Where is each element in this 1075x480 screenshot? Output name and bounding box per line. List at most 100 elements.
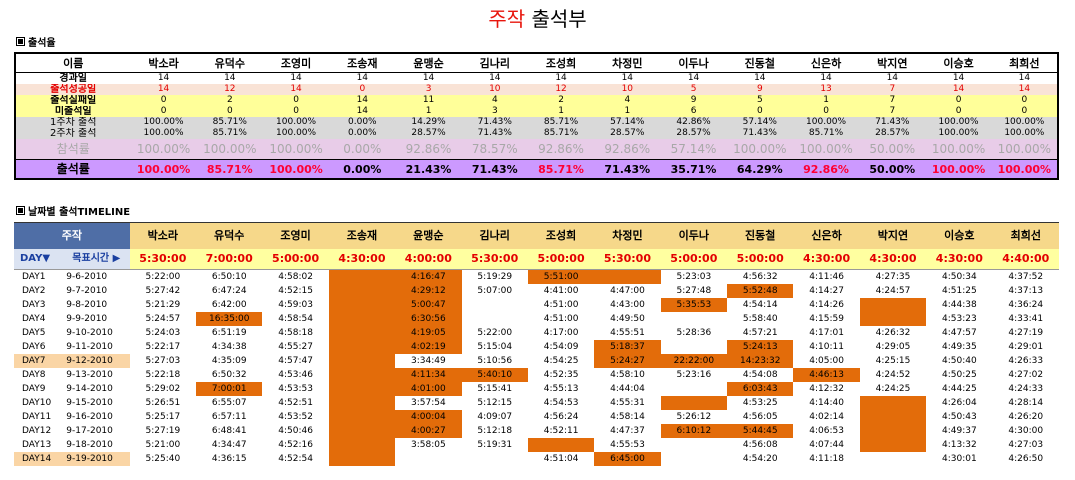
arrival-time (328, 340, 396, 354)
arrival-time (859, 312, 927, 326)
arrival-time (462, 298, 528, 312)
summary-value: 21.43% (395, 159, 462, 179)
goal-time: 4:30:00 (859, 249, 927, 270)
summary-value: 10 (461, 84, 528, 95)
arrival-time: 4:27:02 (1008, 370, 1044, 380)
timeline-row: DAY6 9-11-2010 5:22:17 4:34:38 4:55:27 4:02:1… (14, 340, 1059, 354)
timeline-row: DAY3 9-8-2010 5:21:29 6:42:00 4:59:03 5:00:47… (14, 298, 1059, 312)
member-name: 유덕수 (196, 222, 263, 249)
member-name: 이승호 (926, 222, 993, 249)
arrival-time: 5:28:36 (676, 328, 712, 338)
summary-value: 13 (792, 84, 860, 95)
arrival-time: 4:02:19 (395, 340, 462, 354)
day-label: DAY4 (22, 314, 46, 324)
arrival-time: 4:54:09 (543, 342, 579, 352)
arrival-time: 5:29:02 (145, 384, 181, 394)
arrival-time: 4:52:15 (278, 286, 313, 296)
arrival-time: 6:03:43 (727, 382, 794, 396)
day-dropdown[interactable]: DAY▼ (14, 249, 67, 270)
day-label: DAY5 (22, 328, 46, 338)
arrival-time: 4:29:05 (875, 342, 911, 352)
summary-value: 71.43% (859, 117, 926, 128)
arrival-time: 4:26:50 (1008, 454, 1044, 464)
arrival-time: 5:24:27 (594, 354, 661, 368)
summary-value: 0.00% (329, 139, 396, 160)
arrival-time: 5:21:00 (145, 440, 181, 450)
goal-time: 5:30:00 (594, 249, 661, 270)
arrival-time: 6:30:56 (395, 312, 462, 326)
arrival-time (661, 382, 727, 396)
date-label: 9-12-2010 (66, 354, 130, 368)
goal-time: 4:30:00 (328, 249, 396, 270)
arrival-time: 4:50:40 (941, 356, 977, 366)
arrival-time: 4:49:50 (610, 314, 645, 324)
member-name: 진동철 (727, 222, 794, 249)
member-name: 윤맹순 (395, 53, 462, 73)
arrival-time: 4:50:25 (941, 370, 977, 380)
arrival-time: 4:55:27 (278, 342, 313, 352)
summary-value: 14 (859, 72, 926, 84)
arrival-time: 4:26:33 (1008, 356, 1044, 366)
arrival-time: 4:17:00 (543, 328, 579, 338)
summary-value: 100.00% (130, 159, 197, 179)
summary-value: 14 (196, 72, 263, 84)
arrival-time: 4:14:27 (809, 286, 844, 296)
summary-value: 14 (594, 72, 661, 84)
arrival-time: 4:27:35 (875, 272, 911, 282)
arrival-time (660, 396, 728, 410)
arrival-time: 4:00:27 (395, 424, 462, 438)
summary-row-label: 2주차 출석 (15, 128, 131, 139)
summary-value: 100.00% (991, 128, 1058, 139)
arrival-time: 5:26:51 (145, 398, 181, 408)
day-label: DAY7 (14, 354, 67, 368)
day-label: DAY3 (22, 300, 46, 310)
arrival-time (328, 410, 396, 424)
page-title: 주작 출석부 (0, 6, 1075, 32)
member-name: 조성희 (527, 53, 595, 73)
summary-value: 2 (527, 95, 595, 106)
summary-value: 64.29% (726, 159, 793, 179)
date-label: 9-17-2010 (66, 426, 113, 436)
arrival-time: 4:51:00 (543, 300, 579, 310)
arrival-time: 4:52:51 (278, 398, 313, 408)
arrival-time (328, 354, 396, 368)
arrival-time (594, 269, 661, 284)
summary-value: 100.00% (130, 128, 197, 139)
arrival-time: 4:55:51 (610, 328, 645, 338)
summary-value: 5 (660, 84, 727, 95)
arrival-time (328, 298, 396, 312)
summary-value: 0 (329, 84, 396, 95)
summary-row-label: 출석성공일 (15, 84, 131, 95)
member-name: 조영미 (262, 222, 329, 249)
arrival-time (328, 368, 396, 382)
date-label: 9-14-2010 (66, 384, 113, 394)
arrival-time: 5:12:18 (477, 426, 513, 436)
arrival-time: 5:27:19 (145, 426, 181, 436)
member-name: 신은하 (792, 53, 860, 73)
arrival-time: 4:24:57 (875, 286, 911, 296)
summary-value: 100.00% (925, 128, 992, 139)
arrival-time: 4:36:15 (211, 454, 247, 464)
summary-value: 1 (527, 106, 595, 117)
date-label: 9-19-2010 (66, 452, 130, 466)
arrival-time: 4:56:05 (742, 412, 778, 422)
member-name: 이두나 (660, 222, 728, 249)
timeline-row: DAY7 9-12-2010 5:27:03 4:35:09 4:57:47 3:34:4… (14, 354, 1059, 368)
summary-value: 14 (329, 95, 396, 106)
arrival-time: 4:58:18 (278, 328, 313, 338)
arrival-time: 5:24:57 (145, 314, 181, 324)
arrival-time: 5:27:42 (145, 286, 181, 296)
goal-time: 5:30:00 (129, 249, 197, 270)
section-square-icon (16, 37, 25, 46)
timeline-header-row: 주작 박소라 유덕수 조영미 조송재 윤맹순 김나리 조성희 차정민 이두나 진동철 신은하 박지연 이승… (14, 222, 1059, 249)
goal-time: 4:00:00 (395, 249, 462, 270)
summary-value: 1 (594, 106, 661, 117)
summary-value: 14 (329, 106, 396, 117)
arrival-time: 5:24:03 (145, 328, 181, 338)
arrival-time: 4:44:04 (610, 384, 645, 394)
arrival-time: 6:47:24 (211, 286, 247, 296)
arrival-time: 4:54:20 (742, 454, 778, 464)
arrival-time: 5:35:53 (660, 298, 728, 312)
summary-value: 14 (726, 72, 793, 84)
arrival-time: 3:34:49 (410, 356, 446, 366)
